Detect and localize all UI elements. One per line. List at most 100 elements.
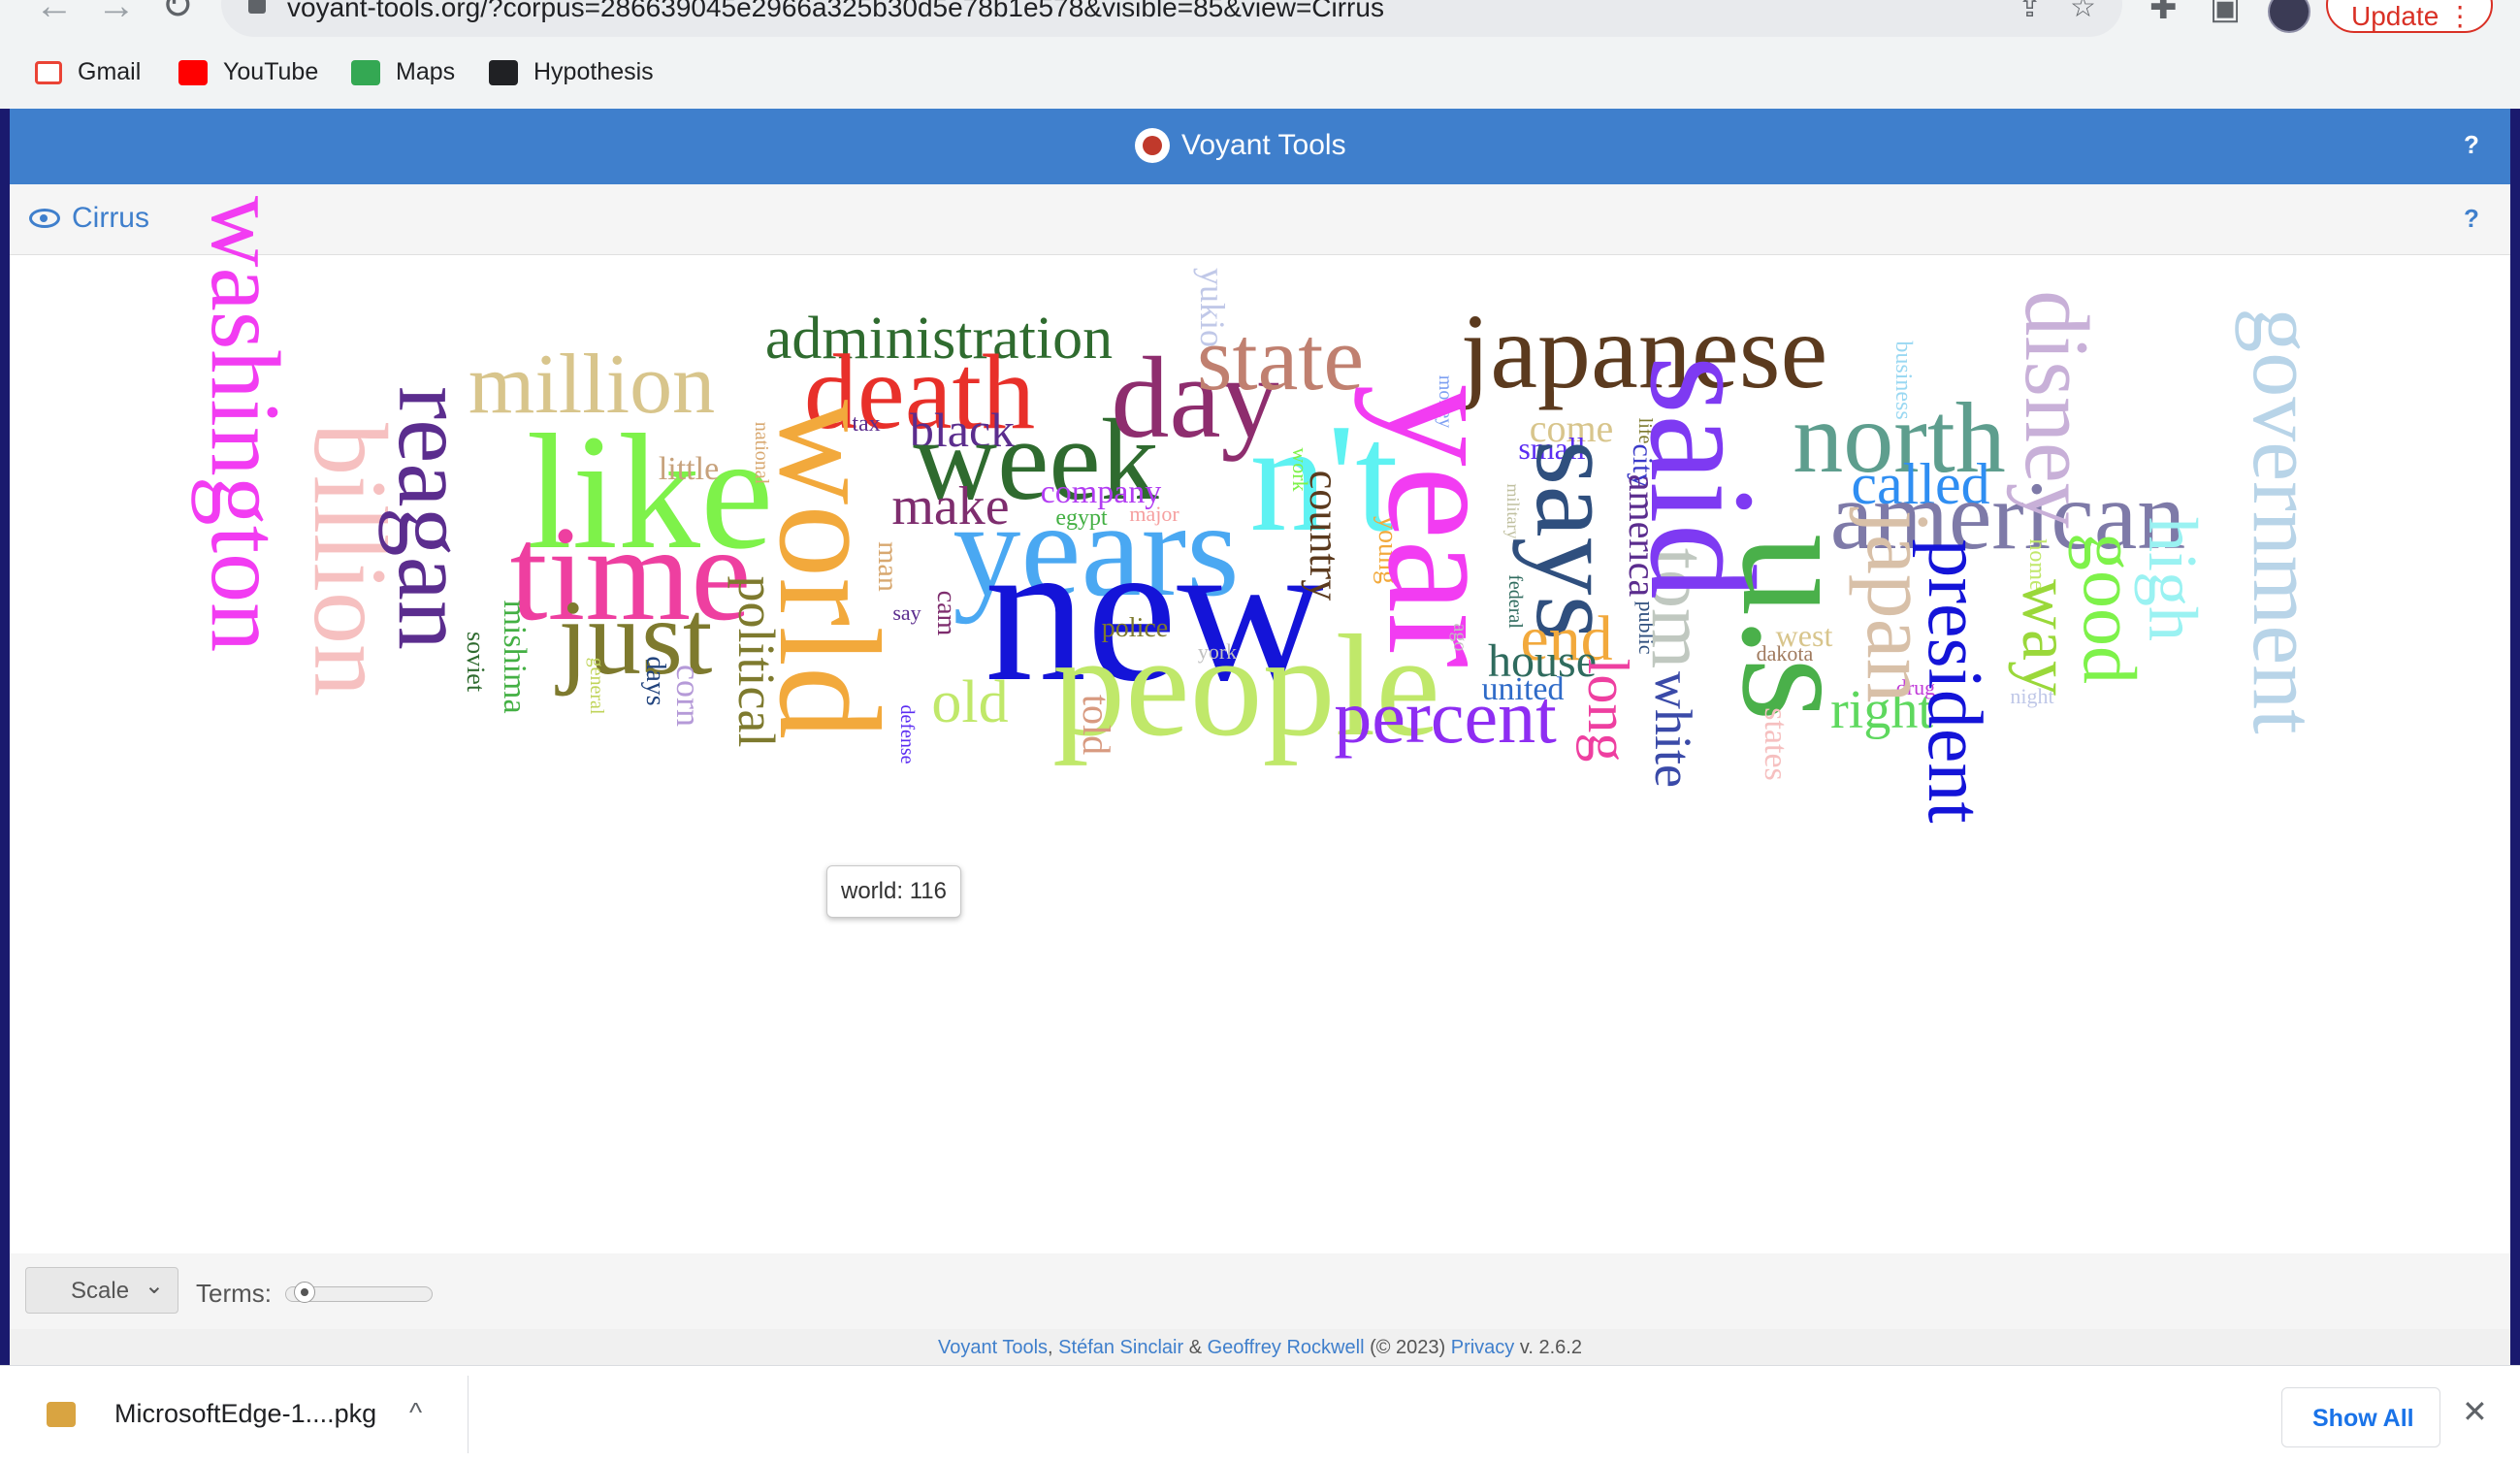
cloud-word-time[interactable]: time xyxy=(509,499,752,649)
cloud-word-egypt[interactable]: egypt xyxy=(1055,505,1108,531)
cloud-word-tax[interactable]: tax xyxy=(852,411,881,437)
share-icon[interactable]: ⇪ xyxy=(2018,0,2043,23)
cloud-word-cam[interactable]: cam xyxy=(931,590,961,636)
cloud-word-disney[interactable]: disney xyxy=(2006,290,2107,529)
panel-title[interactable]: Cirrus xyxy=(29,202,149,235)
reload-icon[interactable]: ↻ xyxy=(161,0,194,27)
forward-icon[interactable]: → xyxy=(97,0,136,27)
cloud-word-defense[interactable]: defense xyxy=(896,704,918,764)
footer-version: v. 2.6.2 xyxy=(1514,1337,1582,1358)
cloud-word-man[interactable]: man xyxy=(872,541,904,592)
privacy-link[interactable]: Privacy xyxy=(1450,1337,1515,1358)
cloud-word-end[interactable]: end xyxy=(1520,603,1613,674)
cloud-word-new[interactable]: new xyxy=(985,499,1324,724)
cloud-word-west[interactable]: west xyxy=(1775,618,1833,653)
cloud-word-told[interactable]: told xyxy=(1075,694,1118,756)
bookmark-star-icon[interactable]: ☆ xyxy=(2070,0,2096,23)
voyant-link[interactable]: Voyant Tools xyxy=(938,1337,1049,1358)
cloud-word-mishima[interactable]: mishima xyxy=(497,600,533,714)
cloud-word-president[interactable]: president xyxy=(1912,538,1997,824)
cloud-word-reagan[interactable]: reagan xyxy=(377,386,487,650)
cloud-word-american[interactable]: american xyxy=(1829,462,2186,569)
show-all-button[interactable]: Show All xyxy=(2281,1387,2440,1447)
cloud-word-north[interactable]: north xyxy=(1793,382,2006,494)
cloud-word-united[interactable]: united xyxy=(1481,671,1565,707)
cloud-word-house[interactable]: house xyxy=(1488,635,1597,687)
back-icon[interactable]: ← xyxy=(35,0,74,27)
bookmark-label: YouTube xyxy=(223,58,319,85)
cloud-word-just[interactable]: just xyxy=(558,578,713,697)
footer-copyright: (© 2023) xyxy=(1364,1337,1451,1358)
cloud-word-make[interactable]: make xyxy=(891,476,1010,536)
youtube-icon xyxy=(178,59,208,85)
side-panel-icon[interactable]: ▣ xyxy=(2210,0,2242,26)
panel-help-icon[interactable]: ? xyxy=(2464,204,2479,233)
cloud-word-say[interactable]: say xyxy=(892,601,921,625)
cloud-word-night[interactable]: night xyxy=(2010,684,2054,708)
cloud-word-days[interactable]: days xyxy=(640,656,670,706)
app-title[interactable]: Voyant Tools xyxy=(1135,128,1346,163)
update-button[interactable]: Update ⋮ xyxy=(2326,0,2493,33)
cloud-word-state[interactable]: state xyxy=(1196,309,1365,409)
terms-slider[interactable] xyxy=(285,1282,433,1303)
chevron-up-icon[interactable]: ^ xyxy=(409,1397,423,1427)
cloud-word-percent[interactable]: percent xyxy=(1334,674,1557,759)
cloud-word-company[interactable]: company xyxy=(1040,474,1162,510)
package-icon xyxy=(47,1401,76,1427)
cloud-word-government[interactable]: government xyxy=(2235,308,2334,734)
scale-label: Scale xyxy=(71,1278,130,1304)
close-icon[interactable]: ✕ xyxy=(2462,1394,2488,1429)
cloud-word-general[interactable]: general xyxy=(586,657,607,715)
cloud-word-people[interactable]: people xyxy=(1052,605,1440,766)
bookmark-hypothesis[interactable]: Hypothesis xyxy=(489,58,654,86)
cloud-word-drug[interactable]: drug xyxy=(1895,675,1936,699)
cloud-word-like[interactable]: like xyxy=(526,401,774,583)
cloud-word-white[interactable]: white xyxy=(1644,671,1702,788)
extensions-icon[interactable]: ✚ xyxy=(2149,0,2178,26)
word-cloud: washington billion reagan million like little… xyxy=(10,196,2510,1253)
scale-button[interactable]: Scale xyxy=(25,1267,178,1314)
help-icon[interactable]: ? xyxy=(2464,130,2479,159)
bookmarks-bar: Gmail YouTube Maps Hypothesis xyxy=(0,49,2520,99)
cloud-word-small[interactable]: small xyxy=(1518,431,1586,466)
cloud-word-death[interactable]: death xyxy=(803,333,1036,451)
address-bar[interactable]: voyant-tools.org/?corpus=286639045e2966a… xyxy=(221,0,2122,37)
cloud-word-japanese[interactable]: japanese xyxy=(1460,292,1828,410)
cloud-word-week[interactable]: week xyxy=(913,395,1159,524)
cloud-word-long[interactable]: long xyxy=(1576,658,1640,763)
cloud-word-called[interactable]: called xyxy=(1851,452,1990,516)
update-label: Update xyxy=(2351,1,2439,31)
cloud-word-york[interactable]: york xyxy=(1197,639,1238,664)
terms-slider-handle[interactable] xyxy=(294,1282,315,1303)
cloud-word-n-t[interactable]: n't xyxy=(1249,391,1399,564)
bookmark-gmail[interactable]: Gmail xyxy=(35,58,141,86)
cloud-word-million[interactable]: million xyxy=(468,338,716,432)
download-item[interactable]: MicrosoftEdge-1....pkg xyxy=(47,1399,376,1429)
cloud-word-dakota[interactable]: dakota xyxy=(1756,641,1814,666)
cloud-word-high[interactable]: high xyxy=(2134,516,2212,642)
cloud-word-washington[interactable]: washington xyxy=(190,195,300,653)
cloud-word-major[interactable]: major xyxy=(1129,502,1179,526)
cloud-word-country[interactable]: country xyxy=(1301,470,1348,601)
cloud-word-ago[interactable]: ago xyxy=(1449,623,1470,652)
cloud-word-administration[interactable]: administration xyxy=(764,306,1114,372)
cloud-word-years[interactable]: years xyxy=(953,474,1240,625)
rockwell-link[interactable]: Geoffrey Rockwell xyxy=(1207,1337,1365,1358)
cloud-word-day[interactable]: day xyxy=(1111,333,1279,462)
profile-avatar[interactable] xyxy=(2268,0,2310,33)
cirrus-panel-header: Cirrus ? xyxy=(10,184,2510,255)
bookmark-maps[interactable]: Maps xyxy=(351,58,455,86)
cloud-word-soviet[interactable]: soviet xyxy=(462,631,490,693)
browser-chrome: ← → ↻ voyant-tools.org/?corpus=286639045… xyxy=(0,0,2520,109)
sinclair-link[interactable]: Stéfan Sinclair xyxy=(1058,1337,1184,1358)
url-text[interactable]: voyant-tools.org/?corpus=286639045e2966a… xyxy=(287,0,1384,22)
cloud-word-black[interactable]: black xyxy=(909,403,1016,457)
cloud-word-corn[interactable]: corn xyxy=(669,665,708,727)
cloud-word-old[interactable]: old xyxy=(931,669,1009,735)
cloud-word-police[interactable]: police xyxy=(1101,613,1169,643)
cloud-word-right[interactable]: right xyxy=(1830,680,1933,740)
cloud-word-come[interactable]: come xyxy=(1529,406,1614,450)
bookmark-youtube[interactable]: YouTube xyxy=(178,58,318,86)
cloud-word-little[interactable]: little xyxy=(658,451,720,487)
cloud-word-states[interactable]: states xyxy=(1758,707,1793,781)
